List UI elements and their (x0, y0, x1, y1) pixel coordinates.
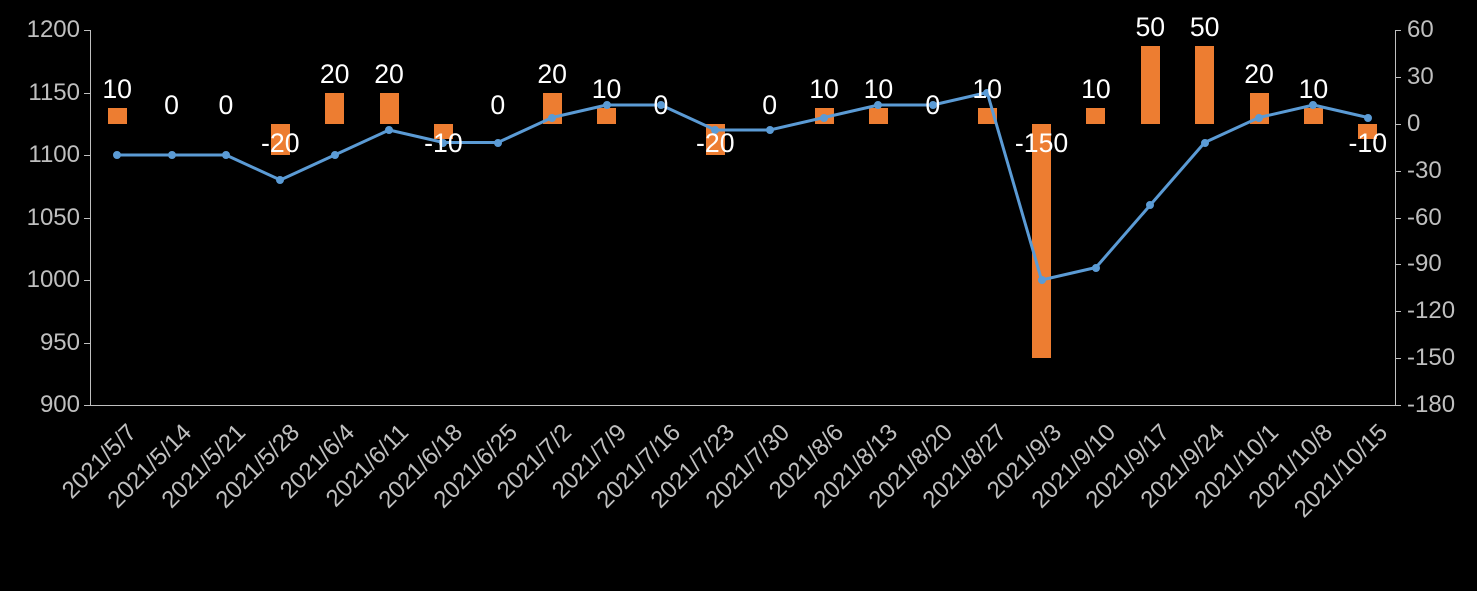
bar-data-label: 50 (1170, 12, 1240, 43)
bar-data-label: 0 (463, 90, 533, 121)
y-left-tick-mark (84, 280, 90, 281)
y-right-tick-mark (1395, 218, 1401, 219)
bar (325, 93, 344, 124)
bar (1141, 46, 1160, 124)
line-marker (276, 176, 284, 184)
y-left-tick-label: 1200 (27, 16, 80, 44)
x-axis-line (90, 405, 1395, 406)
bar (1304, 108, 1323, 124)
y-left-tick-mark (84, 30, 90, 31)
line-marker (1364, 114, 1372, 122)
bar (380, 93, 399, 124)
bar (108, 108, 127, 124)
line-marker (1038, 276, 1046, 284)
y-left-tick-mark (84, 405, 90, 406)
y-left-tick-label: 950 (40, 329, 80, 357)
y-right-tick-label: 60 (1407, 16, 1434, 44)
y-right-tick-label: -90 (1407, 250, 1442, 278)
line-marker (494, 139, 502, 147)
bar (1032, 124, 1051, 358)
y-right-tick-mark (1395, 264, 1401, 265)
bar-data-label: 10 (952, 74, 1022, 105)
line-marker (113, 151, 121, 159)
y-right-tick-mark (1395, 77, 1401, 78)
y-right-tick-label: -150 (1407, 344, 1455, 372)
y-right-tick-mark (1395, 358, 1401, 359)
bar (597, 108, 616, 124)
bar-data-label: 20 (354, 59, 424, 90)
y-left-tick-mark (84, 155, 90, 156)
bar-data-label: 0 (191, 90, 261, 121)
bar-data-label: 0 (626, 90, 696, 121)
line-marker (168, 151, 176, 159)
line-marker (1146, 201, 1154, 209)
y-right-tick-label: 30 (1407, 63, 1434, 91)
y-right-tick-mark (1395, 124, 1401, 125)
y-right-tick-mark (1395, 311, 1401, 312)
line-marker (548, 114, 556, 122)
bar-data-label: -10 (1333, 128, 1403, 159)
bar-data-label: -150 (1007, 128, 1077, 159)
bar-data-label: -20 (680, 128, 750, 159)
y-left-tick-label: 900 (40, 391, 80, 419)
line-marker (1092, 264, 1100, 272)
y-left-tick-mark (84, 218, 90, 219)
y-right-tick-label: -60 (1407, 204, 1442, 232)
y-right-tick-mark (1395, 171, 1401, 172)
line-marker (1255, 114, 1263, 122)
y-left-tick-mark (84, 343, 90, 344)
y-right-tick-label: -180 (1407, 391, 1455, 419)
bar (1086, 108, 1105, 124)
line-marker (385, 126, 393, 134)
bar-data-label: 10 (1061, 74, 1131, 105)
bar-data-label: -20 (245, 128, 315, 159)
line-marker (331, 151, 339, 159)
bar-data-label: -10 (408, 128, 478, 159)
combo-chart: 90095010001050110011501200-180-150-120-9… (0, 0, 1477, 591)
y-right-tick-mark (1395, 30, 1401, 31)
y-left-tick-label: 1000 (27, 266, 80, 294)
y-left-tick-label: 1100 (28, 141, 80, 169)
line-marker (820, 114, 828, 122)
y-right-tick-label: -30 (1407, 157, 1442, 185)
bar-data-label: 10 (1278, 74, 1348, 105)
y-right-tick-mark (1395, 405, 1401, 406)
line-marker (222, 151, 230, 159)
y-right-tick-label: -120 (1407, 297, 1455, 325)
y-left-tick-label: 1150 (28, 79, 80, 107)
bar (1195, 46, 1214, 124)
y-right-tick-label: 0 (1407, 110, 1420, 138)
bar (978, 108, 997, 124)
y-left-tick-label: 1050 (27, 204, 80, 232)
bar (869, 108, 888, 124)
line-marker (1201, 139, 1209, 147)
line-marker (766, 126, 774, 134)
